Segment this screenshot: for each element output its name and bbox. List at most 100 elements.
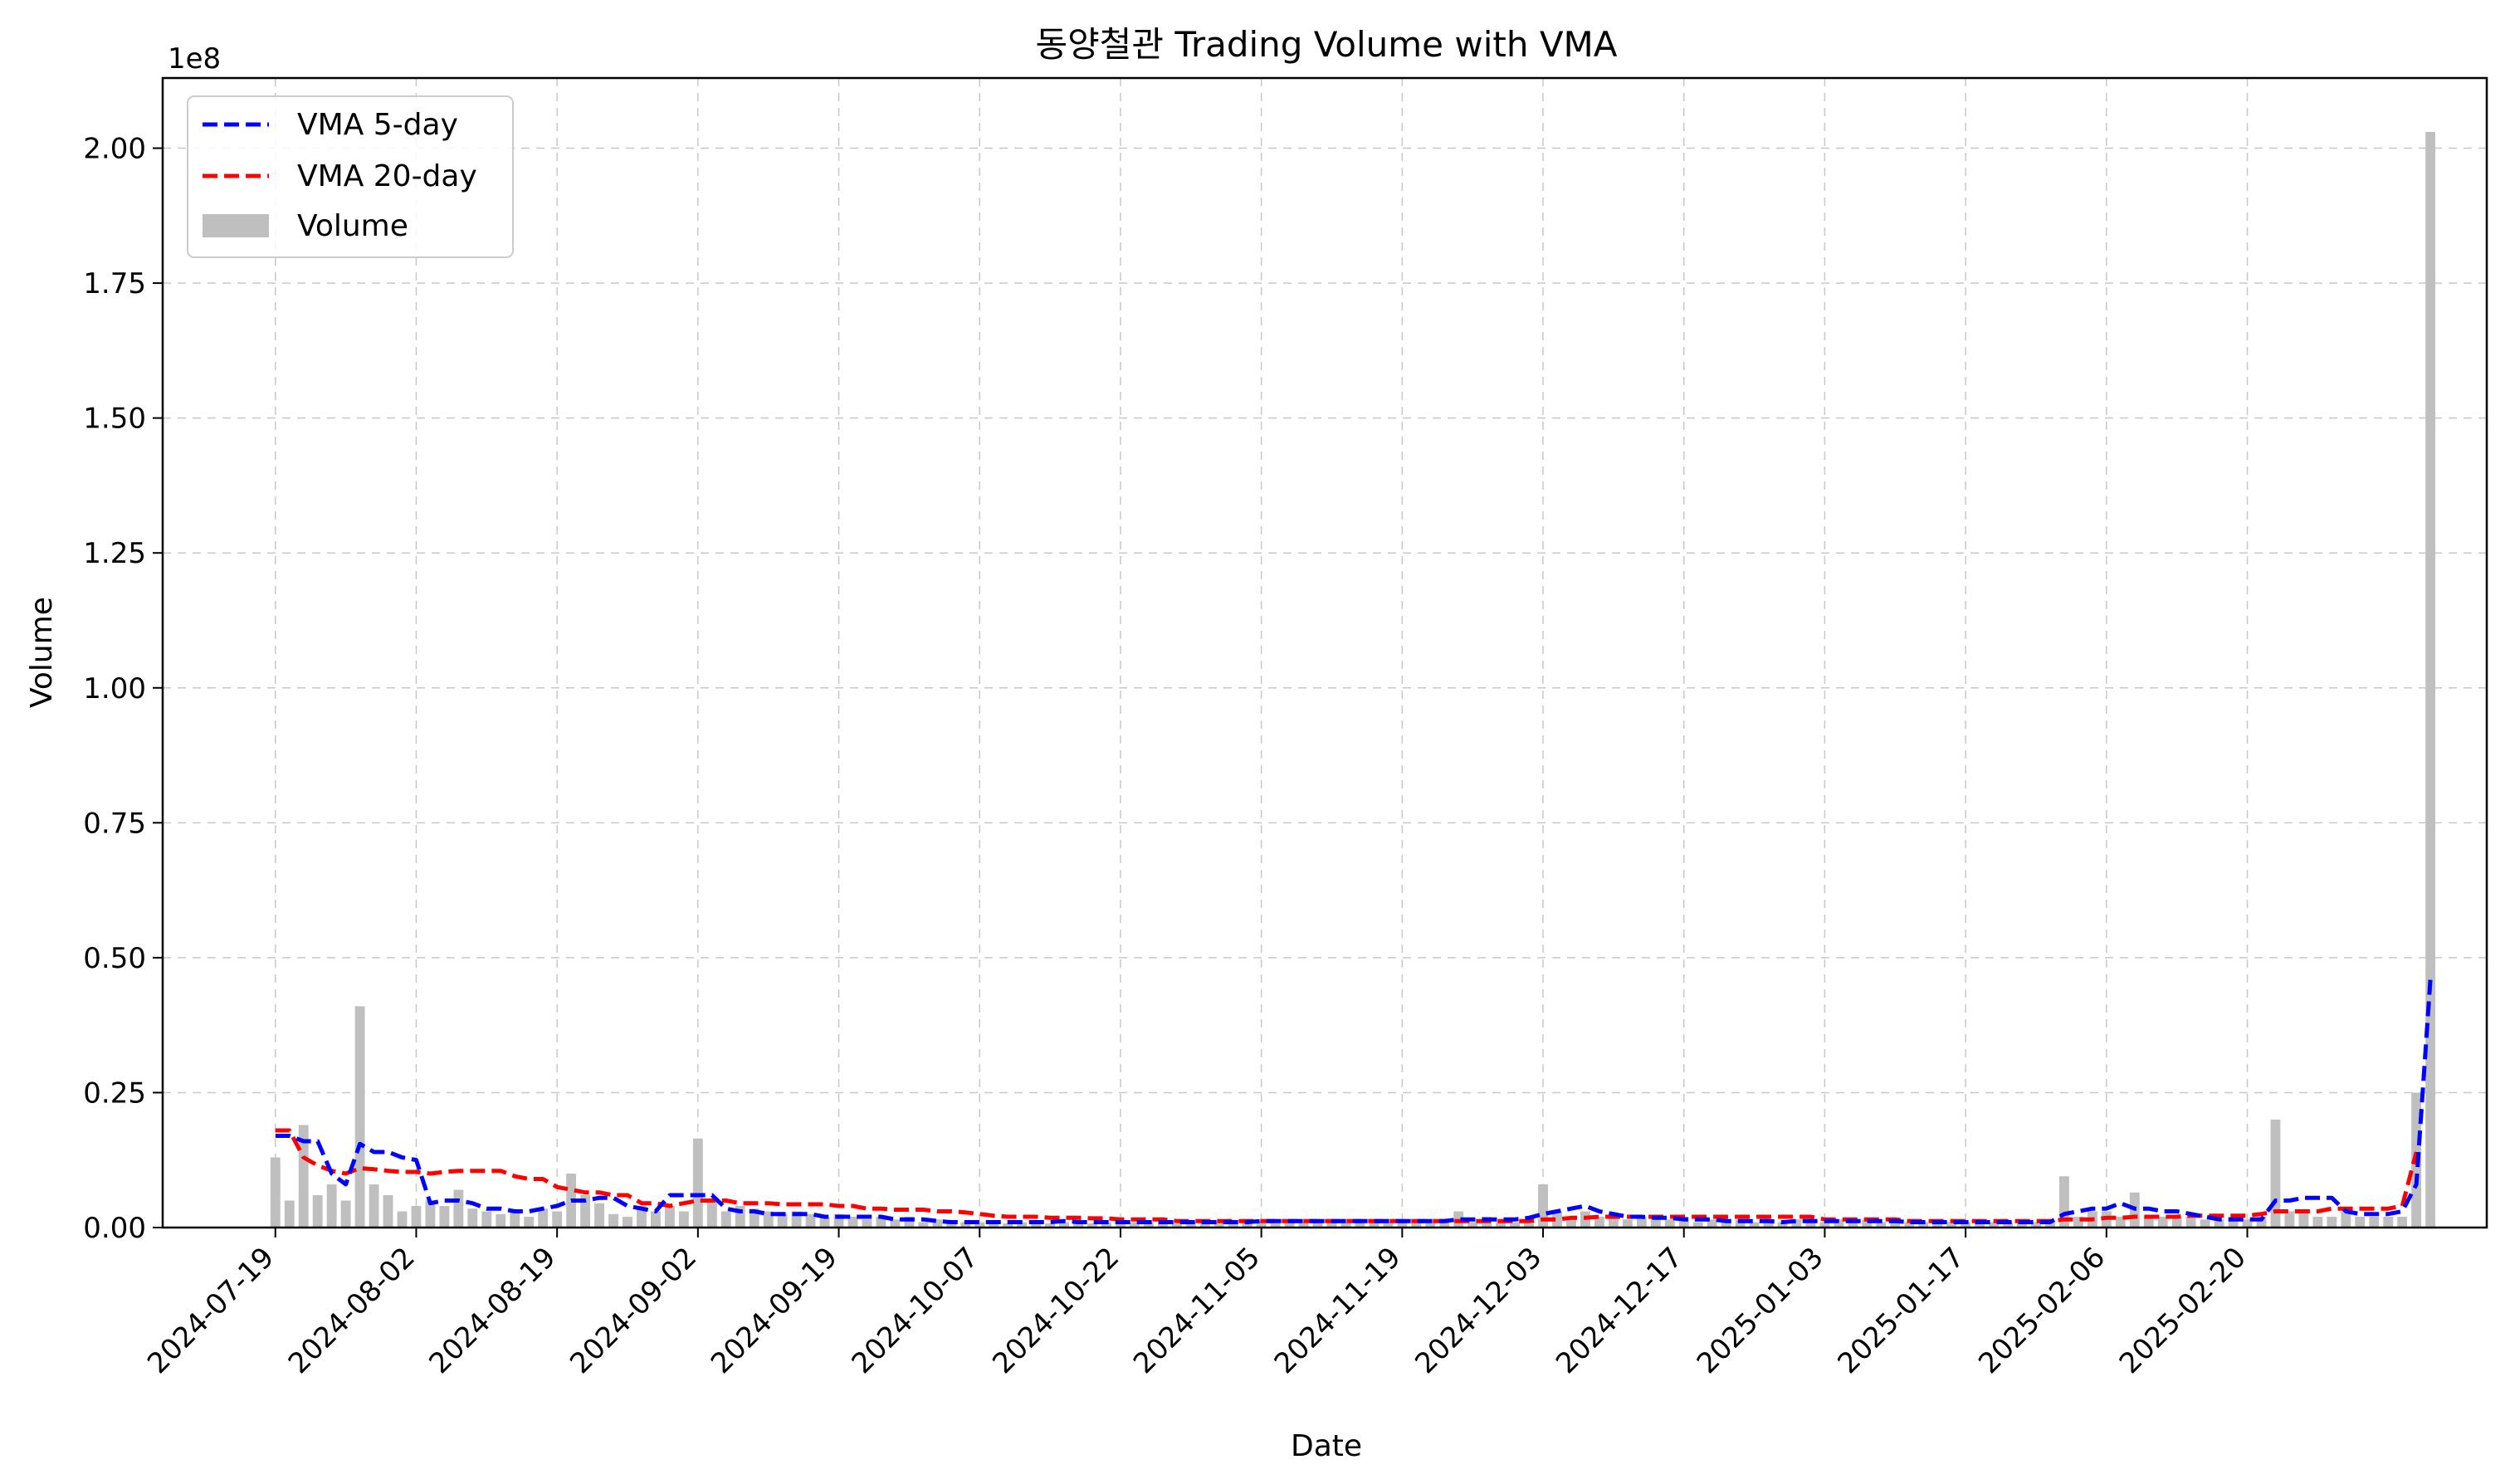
grid-lines [163,78,2487,1228]
y-tick-label: 2.00 [83,133,146,166]
y-tick-label: 0.50 [83,942,146,975]
volume-bar [1228,1222,1238,1228]
volume-bar [439,1205,450,1228]
legend-label-volume: Volume [297,209,408,243]
volume-bar [2171,1216,2182,1228]
volume-bar [749,1208,759,1228]
volume-bar [1552,1211,1562,1228]
volume-bar [1355,1222,1365,1228]
volume-bar [1397,1222,1408,1228]
volume-bar [1185,1222,1196,1228]
volume-bar [1467,1222,1478,1228]
chart-legend: VMA 5-day VMA 20-day Volume [187,95,514,258]
volume-bar [960,1222,971,1228]
volume-bar [1918,1222,1929,1228]
volume-bar [552,1211,563,1228]
volume-bar [1721,1222,1731,1228]
volume-bar [2327,1216,2337,1228]
volume-bar [354,1006,365,1228]
volume-bar [1256,1222,1267,1228]
x-tick-label: 2024-09-19 [705,1241,844,1380]
volume-bar [2397,1216,2408,1228]
volume-bar [2312,1216,2323,1228]
vma-20-line [275,1128,2419,1223]
volume-bar [270,1157,281,1228]
volume-bar [1298,1222,1309,1228]
volume-bar [974,1222,985,1228]
volume-bar [2341,1211,2351,1228]
volume-bar [1862,1219,1873,1228]
volume-bar [1003,1223,1013,1228]
plot-frame [161,76,2488,1229]
volume-bar [510,1211,520,1228]
volume-bar [2200,1219,2210,1228]
volume-bar [369,1184,379,1228]
x-tick-label: 2025-01-17 [1831,1241,1970,1380]
volume-bar [1101,1222,1111,1228]
volume-bar [1369,1222,1380,1228]
volume-bar [1538,1184,1548,1228]
volume-bar [1763,1222,1774,1228]
volume-bar [2383,1216,2394,1228]
volume-bar [989,1222,999,1228]
volume-bar [1326,1222,1337,1228]
volume-bar [2058,1176,2069,1228]
volume-bar [1650,1219,1661,1228]
volume-bar [2073,1216,2083,1228]
volume-bar [1270,1223,1281,1228]
volume-bar [1129,1222,1140,1228]
volume-bar [890,1219,901,1228]
y-tick-label: 0.75 [83,807,146,840]
x-tick-label: 2025-02-20 [2113,1241,2253,1380]
y-tick-label: 0.25 [83,1076,146,1110]
volume-bar [1876,1222,1887,1228]
volume-bar [637,1205,647,1228]
volume-bar [2284,1211,2295,1228]
volume-bar [1678,1216,1689,1228]
volume-bar [580,1194,591,1228]
volume-bar [791,1211,802,1228]
volume-bar [1608,1216,1619,1228]
volume-bar [326,1184,337,1228]
volume-bar [862,1219,872,1228]
volume-bar [1904,1222,1915,1228]
volume-bar [2256,1216,2267,1228]
volume-bar [1834,1219,1844,1228]
volume-bar [1524,1219,1534,1228]
volume-bar [340,1200,351,1228]
volume-bar [312,1194,323,1228]
volume-bar [763,1211,774,1228]
volume-bar [678,1211,689,1228]
volume-bar [1510,1222,1521,1228]
volume-bar [1890,1222,1901,1228]
volume-bar [1411,1222,1422,1228]
volume-bar [1439,1222,1450,1228]
volume-bar [777,1213,788,1228]
volume-bar [2214,1219,2224,1228]
volume-bar [538,1208,549,1228]
volume-bar [1777,1222,1788,1228]
volume-bar [2298,1211,2309,1228]
volume-bar [411,1205,422,1228]
volume-bar [720,1211,731,1228]
volume-bar [1622,1219,1633,1228]
volume-bar [2143,1216,2154,1228]
volume-bar [594,1203,604,1228]
volume-bar [1975,1222,1985,1228]
volume-bar [2369,1216,2380,1228]
volume-bar [1425,1222,1436,1228]
volume-bar [1157,1223,1168,1228]
volume-bar [932,1219,943,1228]
volume-bar [833,1213,844,1228]
y-tick-label: 1.00 [83,672,146,705]
x-tick-label: 2025-02-06 [1972,1241,2112,1380]
volume-bar [1749,1222,1760,1228]
volume-bar [1312,1222,1323,1228]
legend-label-vma20: VMA 20-day [297,159,477,193]
volume-bar [1692,1222,1703,1228]
volume-bar [2017,1222,2027,1228]
volume-bar [2242,1219,2253,1228]
volume-bar [2045,1222,2055,1228]
volume-bar [1116,1223,1126,1228]
